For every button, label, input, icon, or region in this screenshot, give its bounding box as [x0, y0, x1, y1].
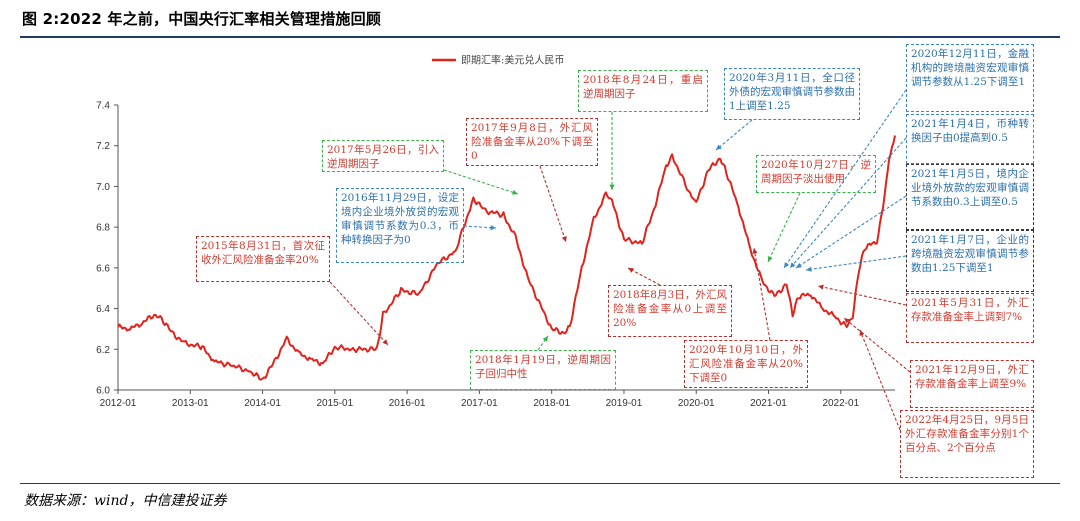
- annotation-2020-10-10: 2020年10月10日，外汇风险准备金率从20%下调至0: [684, 340, 808, 388]
- annotation-2018-08-03: 2018年8月3日，外汇风险准备金率从0上调至20%: [608, 285, 732, 337]
- x-tick-label: 2021-01: [750, 398, 787, 409]
- leader-arrowhead-0: [382, 339, 388, 345]
- leader-arrowhead-10: [784, 262, 790, 268]
- x-tick-label: 2014-01: [244, 398, 281, 409]
- annotation-2018-08-24: 2018年8月24日，重启逆周期因子: [578, 70, 708, 112]
- leader-line-14: [817, 285, 907, 306]
- annotation-2015-08-31: 2015年8月31日，首次征收外汇风险准备金率20%: [196, 236, 330, 282]
- annotation-2021-12-09: 2021年12月9日，外汇存款准备金率上调至9%: [910, 360, 1034, 408]
- leader-arrowhead-13: [806, 266, 812, 272]
- annotation-2018-01-19: 2018年1月19日，逆周期因子回归中性: [470, 350, 616, 390]
- x-tick-label: 2022-01: [822, 398, 859, 409]
- leader-arrowhead-8: [752, 248, 758, 254]
- annotation-2021-01-05: 2021年1月5日，境内企业境外放款的宏观审慎调节系数由0.3上调至0.5: [906, 164, 1034, 230]
- annotation-2021-01-04: 2021年1月4日，币种转换因子由0提高到0.5: [906, 114, 1034, 164]
- leader-arrowhead-9: [767, 256, 773, 262]
- leader-line-6: [627, 267, 661, 286]
- leader-line-10: [783, 89, 907, 269]
- leader-arrowhead-7: [716, 144, 722, 150]
- leader-line-4: [537, 335, 549, 351]
- y-tick-label: 7.2: [96, 141, 110, 152]
- annotation-2017-05-26: 2017年5月26日，引入逆周期因子: [322, 140, 444, 172]
- leader-arrowhead-2: [512, 189, 518, 195]
- y-tick-label: 6.8: [96, 223, 110, 234]
- y-tick-label: 7.0: [96, 182, 110, 193]
- x-tick-label: 2018-01: [533, 398, 570, 409]
- leader-arrowhead-14: [818, 284, 824, 290]
- legend-label: 即期汇率:美元兑人民币: [461, 54, 564, 67]
- leader-line-9: [767, 192, 801, 263]
- x-tick-label: 2015-01: [316, 398, 353, 409]
- x-tick-label: 2013-01: [172, 398, 209, 409]
- x-tick-label: 2020-01: [678, 398, 715, 409]
- leader-line-7: [715, 119, 753, 151]
- annotation-2017-09-08: 2017年9月8日，外汇风险准备金率从20%下调至0: [466, 118, 598, 166]
- x-tick-label: 2012-01: [100, 398, 137, 409]
- leader-line-0: [329, 281, 389, 346]
- leader-arrowhead-4: [542, 336, 548, 342]
- source-note: 数据来源：wind，中信建投证券: [24, 493, 227, 509]
- y-tick-label: 6.4: [96, 304, 110, 315]
- x-tick-label: 2016-01: [389, 398, 426, 409]
- leader-line-3: [539, 165, 567, 243]
- leader-line-12: [795, 195, 907, 269]
- leader-arrowhead-3: [561, 236, 567, 242]
- y-tick-label: 6.6: [96, 263, 110, 274]
- leader-line-2: [443, 169, 519, 195]
- annotation-2020-12-11: 2020年12月11日，金融机构的跨境融资宏观审慎调节参数从1.25下调至1: [906, 44, 1034, 112]
- annotation-2021-05-31: 2021年5月31日，外汇存款准备金率上调到7%: [906, 293, 1034, 343]
- title-rule: [20, 36, 1060, 38]
- annotation-2021-01-07: 2021年1月7日，企业的跨境融资宏观审慎调节参数由1.25下调至1: [906, 230, 1034, 292]
- series-line-0: [117, 135, 896, 381]
- annotation-2020-03-11: 2020年3月11日，全口径外债的宏观审慎调节参数由1上调至1.25: [724, 68, 860, 120]
- annotation-2016-11-29: 2016年11月29日，设定境内企业境外放贷的宏观审慎调节系数为0.3，币种转换…: [336, 188, 464, 263]
- annotation-2020-10-27: 2020年10月27日，逆周期因子淡出使用: [756, 155, 876, 193]
- leader-arrowhead-11: [790, 262, 796, 268]
- figure-title: 图 2:2022 年之前，中国央行汇率相关管理措施回顾: [22, 10, 382, 28]
- y-tick-label: 6.0: [96, 386, 110, 397]
- leader-arrowhead-16: [859, 330, 865, 336]
- leader-line-16: [859, 329, 901, 431]
- leader-line-11: [789, 137, 907, 269]
- leader-line-15: [843, 317, 911, 373]
- annotation-2022-04-25: 2022年4月25日，9月5日外汇存款准备金率分别1个百分点、2个百分点: [900, 410, 1034, 478]
- x-tick-label: 2017-01: [461, 398, 498, 409]
- footer-rule: [20, 483, 1060, 484]
- y-tick-label: 7.4: [96, 101, 110, 112]
- leader-arrowhead-1: [490, 225, 496, 231]
- leader-arrowhead-6: [628, 268, 634, 273]
- leader-arrowhead-15: [844, 318, 850, 324]
- leader-arrowhead-12: [796, 262, 802, 268]
- y-tick-label: 6.2: [96, 345, 110, 356]
- x-tick-label: 2019-01: [606, 398, 643, 409]
- leader-arrowhead-5: [609, 184, 615, 190]
- leader-line-8: [753, 247, 771, 341]
- leader-line-13: [805, 255, 907, 271]
